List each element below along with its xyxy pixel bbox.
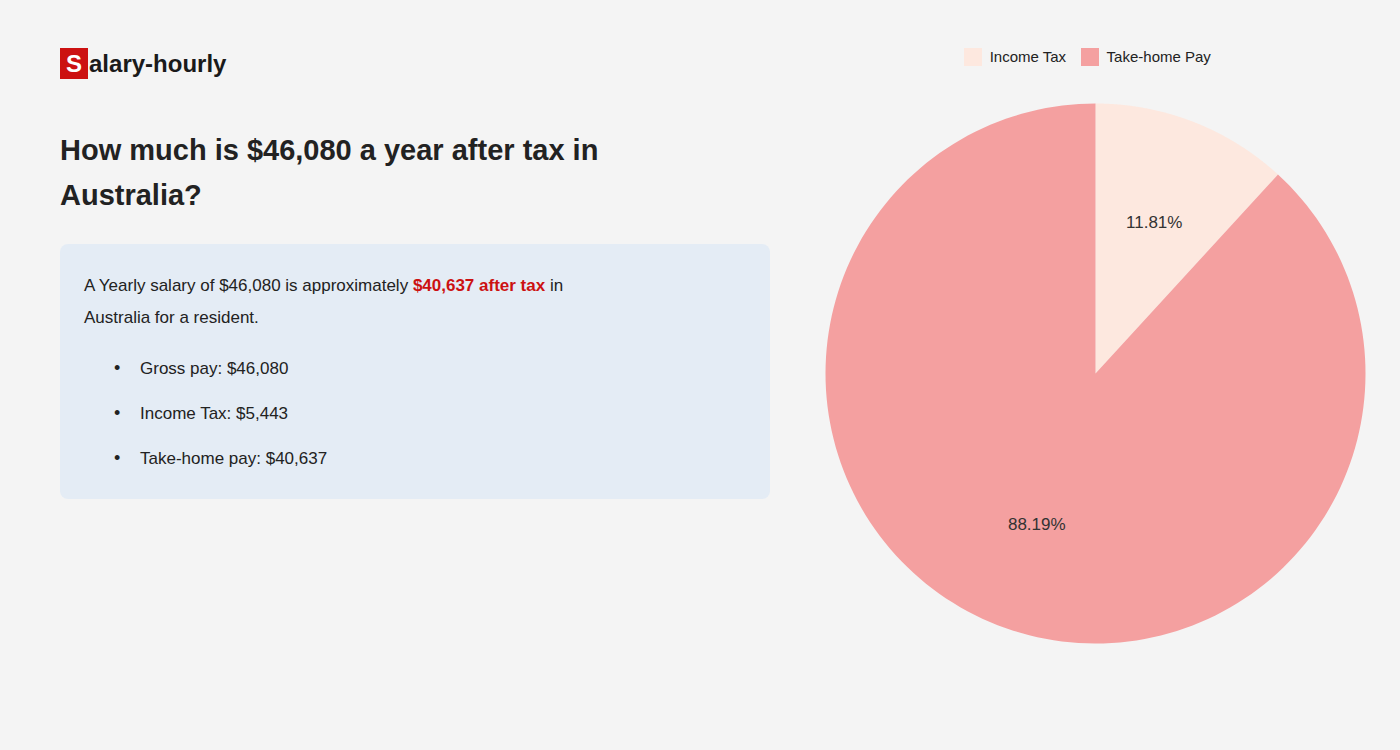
html-text:Take-home Pay: Take-home Pay [1106, 48, 1211, 65]
svg-text:88.19%: 88.19% [1008, 515, 1066, 534]
html-text:A Yearly salary of $46,080 is: A Yearly salary of $46,080 is approximat… [84, 275, 564, 295]
html-text:Gross pay: $46,080: Gross pay: $46,080 [140, 359, 289, 379]
html-text:S alary-hourly: S alary-hourly [66, 50, 227, 77]
html-text:Take-home pay: $40,637: Take-home pay: $40,637 [140, 449, 328, 469]
html-text:Australia for a resident.: Australia for a resident. [84, 308, 259, 328]
html-text:Income Tax: Income Tax [989, 48, 1067, 65]
svg-text:11.81%: 11.81% [1126, 213, 1182, 232]
html-text:Income Tax: $5,443: Income Tax: $5,443 [140, 404, 289, 424]
html-text:How much is $46,080 a year aft: How much is $46,080 a year after tax in … [60, 134, 599, 211]
